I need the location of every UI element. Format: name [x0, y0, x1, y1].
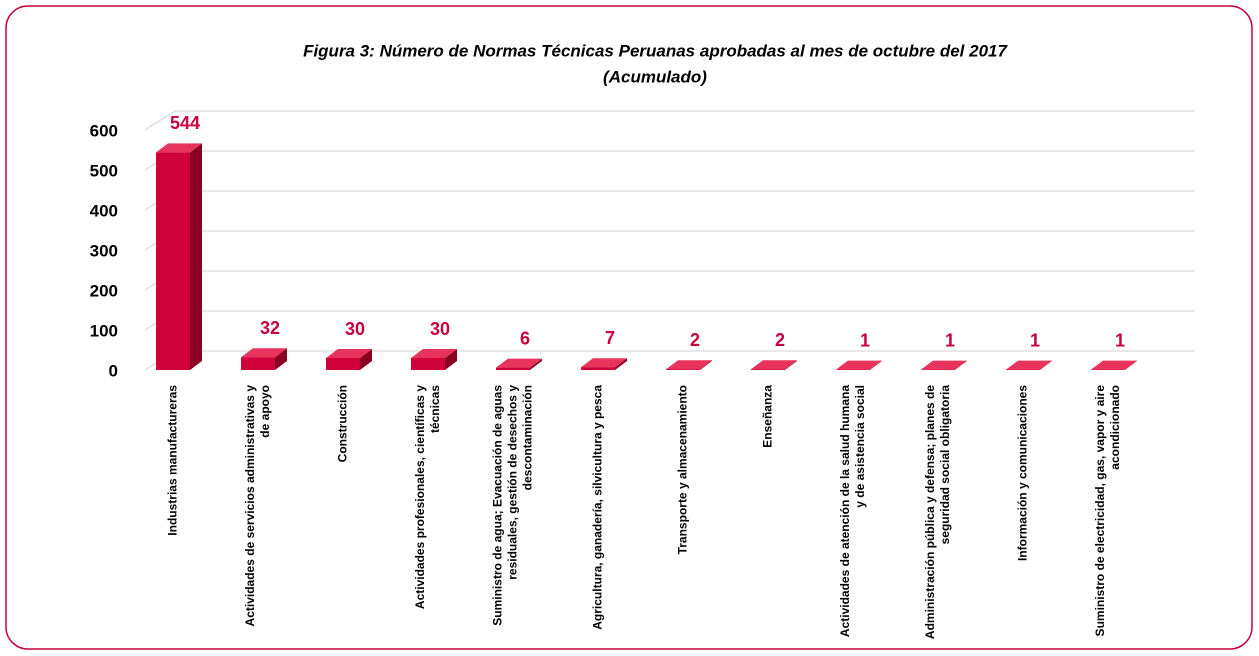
bar-front: [326, 358, 360, 370]
y-tick-label: 0: [109, 361, 118, 380]
bar: [836, 360, 882, 370]
x-tick-label: Actividades de atención de la salud huma…: [838, 385, 867, 638]
chart-title: Figura 3: Número de Normas Técnicas Peru…: [303, 41, 1008, 60]
bar-top: [836, 360, 882, 370]
x-tick-label: Industrias manufactureras: [165, 385, 180, 536]
bar-top: [666, 360, 712, 370]
value-label: 2: [775, 330, 785, 350]
bar-top: [581, 358, 627, 368]
bar-front: [666, 369, 700, 370]
y-tick-label: 600: [90, 121, 118, 140]
bar-side: [615, 358, 627, 370]
bar-side: [785, 360, 797, 370]
x-tick-label: Construcción: [335, 385, 350, 463]
grid-depth-line: [144, 110, 176, 131]
x-tick-label: Actividades profesionales, científicas y…: [413, 385, 442, 610]
chart-subtitle: (Acumulado): [603, 67, 707, 86]
value-label: 1: [1115, 330, 1125, 350]
bar-side: [530, 358, 542, 370]
bar: [326, 349, 372, 370]
x-tick-label: Suministro de electricidad, gas, vapor y…: [1093, 385, 1122, 637]
y-tick-label: 100: [90, 321, 118, 340]
value-label: 1: [1030, 330, 1040, 350]
bar-side: [1125, 360, 1137, 370]
bar: [751, 360, 797, 370]
bar-front: [751, 369, 785, 370]
bar-front: [581, 367, 615, 370]
bar-top: [1091, 360, 1137, 370]
bar-side: [1040, 360, 1052, 370]
bar-top: [156, 143, 202, 153]
x-tick-label: Administración pública y defensa; planes…: [923, 385, 952, 640]
x-tick-label: Enseñanza: [760, 385, 775, 448]
bar: [666, 360, 712, 370]
x-tick-label: Actividades de servicios administrativas…: [243, 385, 272, 627]
bar: [1006, 360, 1052, 370]
value-label: 6: [520, 328, 530, 348]
value-label: 2: [690, 330, 700, 350]
x-tick-label: Información y comunicaciones: [1015, 385, 1030, 562]
bar-side: [275, 348, 287, 370]
frame: [5, 5, 1253, 650]
bar-front: [411, 358, 445, 370]
y-tick-label: 300: [90, 241, 118, 260]
value-label: 544: [170, 113, 200, 133]
bar-side: [445, 349, 457, 370]
bar: [921, 360, 967, 370]
bar: [496, 358, 542, 370]
bar: [411, 349, 457, 370]
bar-side: [955, 360, 967, 370]
bar-front: [496, 367, 530, 370]
bar-side: [870, 360, 882, 370]
bar-top: [1006, 360, 1052, 370]
bar: [581, 358, 627, 370]
value-label: 30: [345, 319, 365, 339]
x-tick-label: Suministro de agua; Evacuación de aguas …: [490, 385, 535, 626]
bar: [1091, 360, 1137, 370]
y-tick-label: 500: [90, 161, 118, 180]
value-label: 32: [260, 318, 280, 338]
y-tick-label: 200: [90, 281, 118, 300]
bar-top: [326, 349, 372, 358]
y-tick-label: 400: [90, 201, 118, 220]
bar-front: [156, 152, 190, 370]
x-tick-label: Transporte y almacenamiento: [675, 385, 690, 555]
bar-side: [190, 143, 202, 370]
bar-top: [241, 348, 287, 358]
bar-top: [496, 358, 542, 368]
value-label: 1: [945, 330, 955, 350]
bar: [156, 143, 202, 370]
bar-front: [241, 357, 275, 370]
x-tick-label: Agricultura, ganadería, silvicultura y p…: [590, 385, 605, 630]
bar-top: [751, 360, 797, 370]
bar-top: [411, 349, 457, 358]
bar-side: [360, 349, 372, 370]
bar-top: [921, 360, 967, 370]
value-label: 7: [605, 328, 615, 348]
bar-side: [700, 360, 712, 370]
bar: [241, 348, 287, 370]
value-label: 30: [430, 319, 450, 339]
value-label: 1: [860, 330, 870, 350]
